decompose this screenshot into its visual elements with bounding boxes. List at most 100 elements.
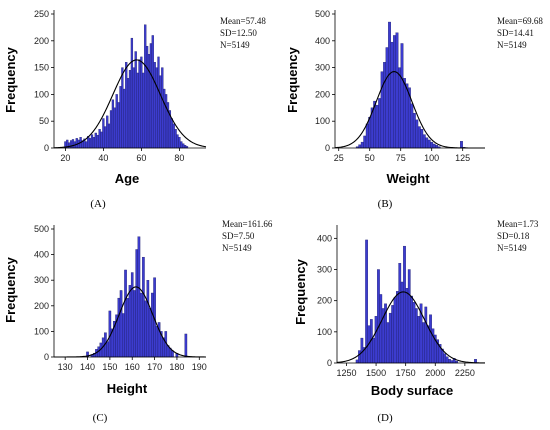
histogram-bar xyxy=(130,37,134,149)
panel-label: (C) xyxy=(93,412,108,424)
histogram-bar xyxy=(151,35,154,149)
histogram-bar xyxy=(124,269,127,358)
height-histogram-svg: Frequency 0 100 200 300 400 500 130 140 150 160 17… xyxy=(3,219,273,424)
y-tick-label: 0 xyxy=(327,358,332,368)
histogram-bar xyxy=(119,86,122,149)
histogram-bar xyxy=(157,56,160,149)
histogram-bar xyxy=(400,281,404,364)
histogram-bar xyxy=(71,139,75,149)
y-tick-label: 0 xyxy=(44,352,49,362)
histogram-bar xyxy=(412,302,416,364)
histogram-bar xyxy=(161,67,164,149)
y-axis-label: Frequency xyxy=(3,256,18,323)
histogram-bar xyxy=(377,269,380,364)
histogram-bar xyxy=(391,305,395,364)
normal-curve xyxy=(336,291,485,364)
histogram-bar xyxy=(430,141,434,149)
n-stat: N=5149 xyxy=(497,243,527,253)
histogram-bar xyxy=(403,245,406,364)
histogram-bar xyxy=(137,236,141,358)
panel-label: (D) xyxy=(377,412,393,424)
histogram-bar xyxy=(142,256,145,358)
x-tick-label: 170 xyxy=(147,362,162,372)
histogram-bar xyxy=(140,56,143,149)
histogram-bar xyxy=(164,94,168,149)
x-tick-label: 1750 xyxy=(396,368,416,378)
y-tick-label: 200 xyxy=(34,36,49,46)
histogram-bar xyxy=(396,291,399,364)
x-tick-label: 130 xyxy=(58,362,73,372)
histogram-bar xyxy=(94,132,97,149)
histogram-bar xyxy=(445,356,449,364)
histogram-bar xyxy=(395,32,399,149)
histogram-bar xyxy=(163,88,166,149)
histogram-bar xyxy=(119,290,123,358)
histogram-bar xyxy=(107,123,111,149)
histogram-bar xyxy=(125,62,128,149)
y-tick-label: 100 xyxy=(317,327,332,337)
histogram-bar xyxy=(155,326,159,358)
x-tick-label: 2000 xyxy=(425,368,445,378)
histogram-bar xyxy=(104,126,107,149)
x-tick-label: 40 xyxy=(98,153,108,163)
histogram-bar xyxy=(414,308,418,364)
histogram-bar xyxy=(68,142,71,149)
histogram-bar xyxy=(398,263,402,364)
weight-histogram-svg: Frequency 0 100 200 300 400 500 25 50 75 100 125 M… xyxy=(285,9,543,210)
histogram-bar xyxy=(133,290,136,358)
histogram-bar xyxy=(360,141,364,149)
histogram-bar xyxy=(142,72,145,149)
histogram-bar xyxy=(368,117,372,149)
histogram-bar xyxy=(178,137,181,149)
y-tick-label: 100 xyxy=(34,326,49,336)
histogram-bar xyxy=(405,288,409,364)
mean-stat: Mean=69.68 xyxy=(497,16,543,26)
histogram-bar xyxy=(176,134,179,149)
body-surface-plot-area: 0 100 200 300 400 1250 1500 1750 2000 2250 xyxy=(317,225,485,378)
y-axis-label: Frequency xyxy=(285,46,300,113)
histogram-bar xyxy=(113,107,116,149)
histogram-bar xyxy=(420,129,424,149)
x-tick-label: 2250 xyxy=(455,368,475,378)
histogram-bar xyxy=(184,333,188,358)
histogram-bar xyxy=(398,67,401,149)
histogram-bar xyxy=(180,141,183,149)
histogram-bar xyxy=(358,350,361,364)
histogram-bar xyxy=(383,62,387,149)
histogram-bar xyxy=(88,138,92,149)
y-tick-label: 200 xyxy=(315,89,330,99)
histogram-bar xyxy=(115,94,118,149)
histogram-bar xyxy=(360,337,364,364)
histogram-bar xyxy=(393,297,397,364)
histogram-bar xyxy=(170,118,173,149)
y-tick-label: 150 xyxy=(34,63,49,73)
histogram-bar xyxy=(405,83,409,149)
y-tick-label: 100 xyxy=(34,89,49,99)
histogram-bar xyxy=(365,123,369,149)
histogram-bar xyxy=(417,126,421,149)
histogram-bar xyxy=(90,134,94,149)
histogram-bar xyxy=(126,297,130,358)
histogram-bar xyxy=(128,70,132,149)
n-stat: N=5149 xyxy=(497,40,527,50)
y-tick-label: 400 xyxy=(317,233,332,243)
y-tick-label: 400 xyxy=(34,250,49,260)
histogram-bar xyxy=(410,103,414,149)
mean-stat: Mean=161.66 xyxy=(222,219,273,229)
histogram-bar xyxy=(407,269,411,364)
histogram-bar xyxy=(378,98,382,149)
histogram-bar xyxy=(100,131,103,149)
x-tick-label: 140 xyxy=(80,362,95,372)
y-tick-label: 250 xyxy=(34,9,49,19)
y-axis-label: Frequency xyxy=(3,46,18,113)
histogram-bar xyxy=(106,115,109,149)
sd-stat: SD=12.50 xyxy=(220,28,257,38)
x-tick-label: 80 xyxy=(174,153,184,163)
histogram-bar xyxy=(182,143,185,149)
histogram-bar xyxy=(147,54,151,149)
x-tick-label: 20 xyxy=(60,153,70,163)
histogram-bar xyxy=(128,285,132,358)
histogram-bar xyxy=(385,47,389,149)
histogram-bar xyxy=(144,24,147,149)
y-tick-label: 50 xyxy=(39,116,49,126)
